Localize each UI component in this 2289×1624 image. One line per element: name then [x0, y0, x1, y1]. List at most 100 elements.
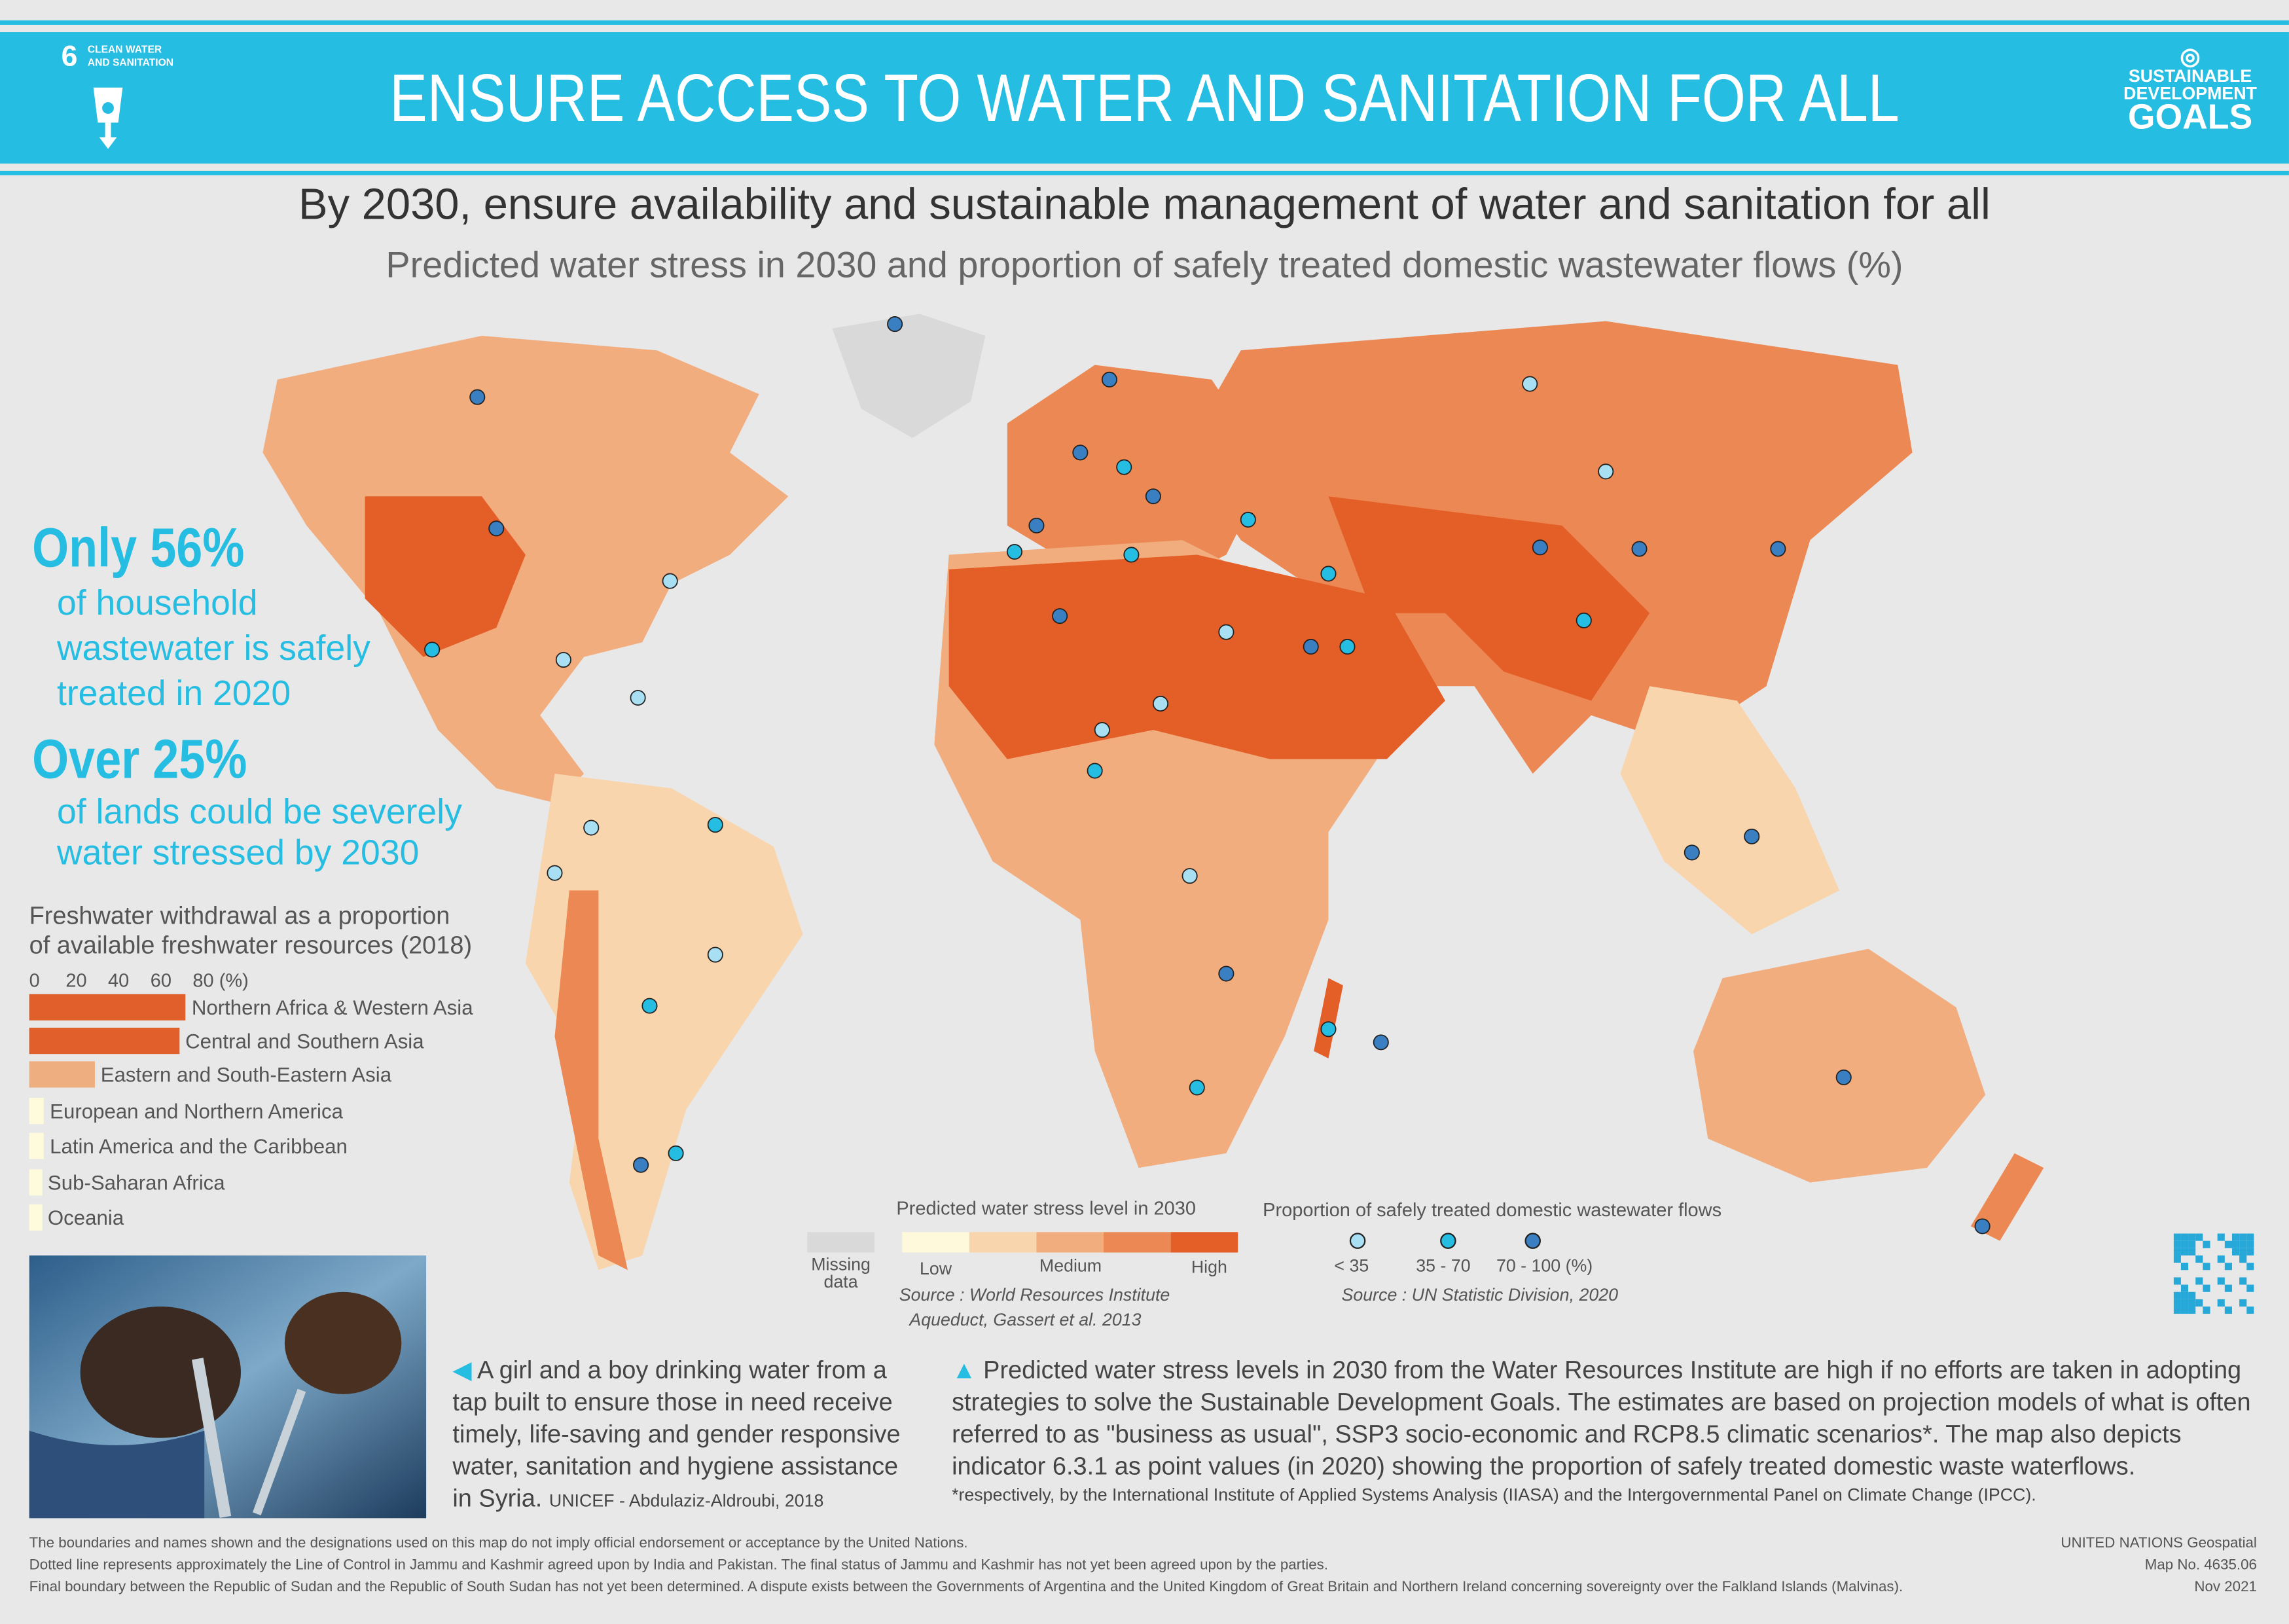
banner-title: ENSURE ACCESS TO WATER AND SANITATION FO…	[389, 60, 1900, 136]
wastewater-legend-title: Proportion of safely treated domestic wa…	[1263, 1198, 1722, 1221]
bar-row: Eastern and South-Eastern Asia	[29, 1060, 391, 1089]
data-point	[1744, 828, 1760, 844]
stress-swatch	[902, 1232, 969, 1253]
australia	[1693, 948, 1986, 1183]
logo-line: SUSTAINABLE	[2128, 65, 2252, 86]
logo-line: GOALS	[2127, 98, 2253, 137]
map-info: UNITED NATIONS Geospatial Map No. 4635.0…	[2061, 1533, 2257, 1598]
map-caption-text: Predicted water stress levels in 2030 fr…	[952, 1356, 2251, 1481]
data-point	[1052, 608, 1068, 624]
bar-label: Latin America and the Caribbean	[50, 1134, 348, 1158]
data-point	[1094, 722, 1110, 738]
land-masses	[262, 314, 2044, 1271]
wastewater-class-label: 70 - 100 (%)	[1496, 1255, 1593, 1276]
data-point	[424, 641, 441, 658]
data-point	[1835, 1069, 1852, 1085]
data-point	[1218, 624, 1235, 640]
logo-line: DEVELOPMENT	[2123, 83, 2257, 104]
un-emblem-icon: ◎	[2180, 45, 2201, 71]
stat-line: treated in 2020	[56, 674, 291, 714]
disclaimer: The boundaries and names shown and the d…	[29, 1533, 1903, 1598]
data-point	[662, 573, 678, 589]
tick-label: 40	[108, 969, 130, 992]
chart-title-line: of available freshwater resources (2018)	[29, 931, 473, 960]
stress-medium-label: Medium	[1039, 1255, 1102, 1276]
disclaimer-line: The boundaries and names shown and the d…	[29, 1536, 968, 1552]
wastewater-legend-dot	[1524, 1233, 1541, 1249]
children-drinking-photo	[29, 1255, 427, 1519]
data-point	[1576, 612, 1592, 628]
data-point	[1101, 371, 1117, 388]
data-point	[630, 689, 646, 706]
bar-label: Sub-Saharan Africa	[47, 1170, 225, 1195]
wastewater-legend-dots	[1349, 1233, 1541, 1249]
stat-text: of household wastewater is safely treate…	[57, 581, 370, 717]
missing-data-label: Missing data	[811, 1254, 871, 1292]
chart-title-line: Freshwater withdrawal as a proportion	[29, 902, 450, 930]
bar	[29, 1132, 45, 1159]
stat-value: Only 56%	[32, 518, 245, 580]
bar-row: Oceania	[29, 1203, 124, 1233]
map-caption-footnote: *respectively, by the International Inst…	[952, 1485, 2036, 1506]
triangle-left-icon: ◀	[452, 1356, 472, 1384]
south-east-asia	[1620, 686, 1840, 935]
missing-data-swatch	[807, 1232, 874, 1253]
tick-label: 20	[65, 969, 87, 992]
photo-caption: ◀ A girl and a boy drinking water from a…	[452, 1355, 920, 1517]
banner: 6 CLEAN WATER AND SANITATION ENSURE ACCE…	[0, 32, 2289, 164]
data-point	[1631, 541, 1648, 557]
data-point	[469, 389, 486, 405]
tick-label: 0	[29, 969, 40, 992]
bar-row: Central and Southern Asia	[29, 1026, 424, 1056]
goal-number: 6	[61, 41, 78, 73]
disclaimer-line: Dotted line represents approximately the…	[29, 1557, 1328, 1574]
data-point	[707, 817, 723, 833]
map-info-line: Map No. 4635.06	[2144, 1557, 2257, 1574]
data-point	[1320, 1021, 1337, 1038]
stat-line: wastewater is safely	[56, 629, 370, 669]
stress-color-scale	[902, 1232, 1238, 1253]
withdrawal-chart-title: Freshwater withdrawal as a proportion of…	[29, 902, 472, 960]
top-rule	[0, 20, 2289, 25]
data-point	[1145, 488, 1161, 505]
data-point	[1974, 1218, 1991, 1235]
sa-west	[554, 890, 628, 1271]
wastewater-source: Source : UN Statistic Division, 2020	[1341, 1284, 1619, 1305]
stress-swatch	[969, 1232, 1037, 1253]
stress-swatch	[1104, 1232, 1171, 1253]
wastewater-legend-dot	[1440, 1233, 1456, 1249]
data-point	[1181, 868, 1198, 884]
bar-label: European and Northern America	[50, 1099, 343, 1123]
madagascar	[1314, 978, 1343, 1058]
map-info-line: UNITED NATIONS Geospatial	[2061, 1536, 2257, 1552]
wastewater-class-label: 35 - 70	[1416, 1255, 1471, 1276]
sdg-logo: ◎ SUSTAINABLE DEVELOPMENT GOALS	[2123, 45, 2257, 137]
stat-value: Over 25%	[32, 730, 247, 791]
stat-line: of household	[56, 584, 258, 624]
data-point	[1303, 638, 1319, 655]
bar	[29, 1098, 45, 1125]
bar	[29, 1204, 42, 1231]
data-point	[1522, 376, 1538, 392]
data-point	[1684, 844, 1700, 861]
photo-credit: UNICEF - Abdulaziz-Aldroubi, 2018	[549, 1490, 824, 1511]
data-point	[1320, 566, 1337, 582]
x-axis-ticks: 0 20 40 60 80 (%)	[29, 969, 321, 993]
stress-low-label: Low	[920, 1258, 952, 1279]
stat-text: of lands could be severely water stresse…	[57, 793, 462, 875]
data-point	[1006, 543, 1023, 560]
disclaimer-line: Final boundary between the Republic of S…	[29, 1579, 1903, 1596]
data-point	[488, 520, 505, 537]
asia-high	[1328, 496, 1650, 701]
data-point	[1373, 1034, 1389, 1051]
data-point	[1072, 444, 1089, 461]
water-glass-icon	[93, 87, 123, 149]
tick-label: 60	[150, 969, 171, 992]
data-point	[1028, 517, 1045, 533]
bottom-rule	[0, 170, 2289, 175]
data-point	[1189, 1079, 1205, 1096]
data-point	[1339, 638, 1356, 655]
bar-label: Central and Southern Asia	[185, 1029, 424, 1053]
data-point	[583, 820, 600, 836]
qr-code[interactable]	[2173, 1233, 2254, 1314]
